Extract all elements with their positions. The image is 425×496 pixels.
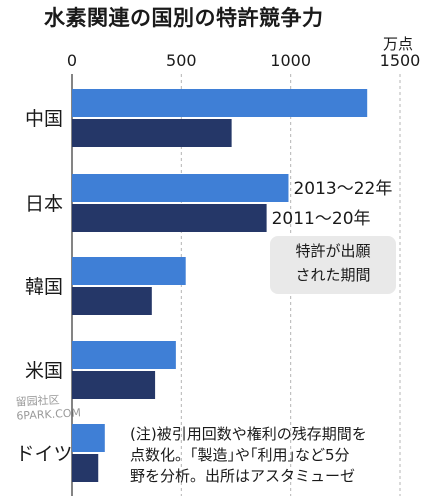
series-label-0: 2013～22年 xyxy=(293,179,392,199)
category-label-0: 中国 xyxy=(25,108,63,130)
callout-box: 特許が出願 された期間 xyxy=(270,236,396,294)
footnote-line-3: 野を分析。出所はアスタミューゼ xyxy=(130,467,356,485)
unit-label: 万点 xyxy=(382,35,413,53)
category-label-3: 米国 xyxy=(25,360,63,382)
callout-line-1: 特許が出願 xyxy=(295,242,371,260)
bar-4-series-1 xyxy=(72,454,99,482)
footnote-line-2: 点数化。｢製造｣や｢利用｣など5分 xyxy=(130,446,350,464)
bar-2-series-0 xyxy=(72,257,186,285)
bar-3-series-0 xyxy=(72,341,176,369)
x-tick-label-1000: 1000 xyxy=(270,51,311,70)
series-label-1: 2011～20年 xyxy=(272,209,371,229)
bar-0-series-1 xyxy=(72,119,232,147)
watermark: 留园社区 6PARK.COM xyxy=(15,392,81,423)
bar-4-series-0 xyxy=(72,424,105,452)
bar-1-series-0 xyxy=(72,174,289,202)
footnote-line-1: (注)被引用回数や権利の残存期間を xyxy=(130,425,367,443)
callout-line-2: された期間 xyxy=(295,266,371,284)
category-label-1: 日本 xyxy=(25,193,63,215)
x-tick-label-500: 500 xyxy=(166,51,197,70)
category-label-2: 韓国 xyxy=(25,276,63,298)
footnote: (注)被引用回数や権利の残存期間を 点数化。｢製造｣や｢利用｣など5分 野を分析… xyxy=(130,424,422,487)
bar-1-series-1 xyxy=(72,204,267,232)
x-tick-label-1500: 1500 xyxy=(380,51,421,70)
bar-2-series-1 xyxy=(72,287,152,315)
category-label-4: ドイツ xyxy=(15,443,72,465)
chart-title: 水素関連の国別の特許競争力 xyxy=(44,6,324,30)
bars xyxy=(72,89,368,482)
x-tick-label-0: 0 xyxy=(67,51,77,70)
bar-0-series-0 xyxy=(72,89,368,117)
bar-3-series-1 xyxy=(72,371,156,399)
